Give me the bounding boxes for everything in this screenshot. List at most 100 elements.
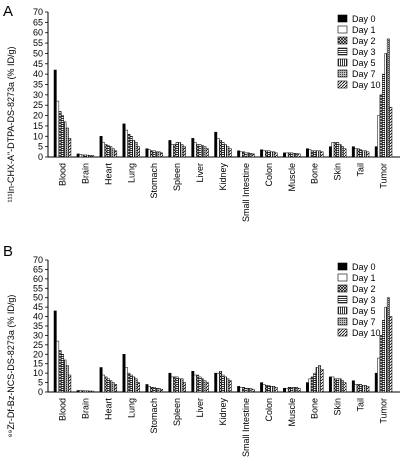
bar-bone-day-1 (308, 149, 312, 158)
bar-lung-day-3 (129, 136, 133, 158)
bar-small-intestine-day-2 (242, 387, 245, 393)
category-label: Tumor (379, 398, 389, 424)
bar-skin-day-5 (338, 378, 342, 393)
category-label: Heart (103, 163, 113, 186)
bar-liver-day-0 (191, 371, 195, 393)
bar-heart-day-2 (104, 376, 108, 393)
y-tick-label: 70 (33, 255, 43, 265)
bar-spleen-day-0 (168, 372, 172, 393)
legend-swatch (337, 47, 348, 56)
legend-label: Day 3 (352, 295, 376, 305)
y-tick-label: 50 (33, 48, 43, 58)
y-tick-label: 30 (33, 90, 43, 100)
bar-brain-day-1 (79, 390, 83, 393)
category-label: Muscle (287, 163, 297, 192)
category-label: Heart (103, 398, 113, 421)
y-tick-label: 20 (33, 349, 43, 359)
bar-tail-day-7 (363, 150, 367, 158)
bar-blood-day-2 (58, 111, 62, 158)
bar-brain-day-3 (83, 154, 87, 158)
legend-swatch (337, 25, 348, 34)
legend-label: Day 2 (352, 36, 376, 46)
bar-blood-day-7 (65, 127, 69, 158)
bar-tail-day-3 (359, 384, 363, 393)
category-label: Stomach (149, 163, 159, 199)
bar-tail-day-5 (361, 150, 365, 158)
bar-bone-day-7 (318, 150, 322, 158)
bar-stomach-day-10 (159, 388, 163, 393)
bar-lung-day-5 (132, 140, 136, 158)
y-tick-label: 70 (33, 7, 43, 17)
category-label: Bone (310, 163, 320, 184)
bar-bone-day-0 (306, 382, 309, 393)
category-label: Blood (57, 398, 67, 421)
y-axis-title: ⁸⁹Zr-Df-Bz-NCS-DS-8273a (% ID/g) (6, 295, 16, 438)
bar-tail-day-1 (354, 148, 358, 158)
category-label: Small Intestine (241, 398, 251, 457)
y-tick-label: 5 (38, 142, 43, 152)
bar-spleen-day-2 (173, 376, 177, 393)
y-tick-label: 5 (38, 378, 43, 388)
category-label: Liver (195, 163, 205, 183)
bar-muscle-day-7 (295, 153, 299, 158)
y-tick-label: 60 (33, 28, 43, 38)
bar-kidney-day-0 (214, 372, 218, 393)
bar-skin-day-2 (333, 142, 337, 158)
bar-muscle-day-0 (283, 387, 287, 393)
bar-tumor-day-1 (377, 115, 381, 158)
y-axis-title: ¹¹¹In-CHX-A"-DTPA-DS-8273a (% ID/g) (6, 46, 16, 202)
bar-lung-day-5 (132, 376, 136, 393)
bar-lung-day-2 (127, 372, 131, 393)
bar-blood-day-3 (61, 115, 64, 158)
bar-heart-day-0 (99, 136, 103, 158)
bar-heart-day-5 (109, 380, 113, 393)
bar-tumor-day-0 (374, 372, 378, 393)
bar-stomach-day-7 (157, 151, 161, 158)
bar-heart-day-3 (106, 378, 110, 393)
bar-blood-day-10 (68, 138, 72, 158)
bar-spleen-day-1 (170, 376, 174, 393)
bar-brain-day-7 (88, 155, 92, 158)
bar-brain-day-3 (83, 390, 87, 393)
bar-kidney-day-0 (214, 131, 218, 158)
bar-spleen-day-7 (180, 144, 184, 158)
bar-kidney-day-5 (223, 376, 227, 393)
bar-lung-day-10 (137, 146, 140, 158)
bar-lung-day-1 (124, 367, 128, 393)
bar-bone-day-10 (320, 151, 324, 158)
bar-muscle-day-1 (285, 152, 289, 158)
bar-blood-day-5 (63, 121, 67, 158)
bar-kidney-day-3 (221, 374, 225, 393)
legend-swatch (337, 69, 348, 78)
bar-lung-day-10 (137, 382, 140, 393)
bar-brain-day-2 (81, 390, 85, 393)
bar-brain-day-0 (76, 153, 80, 158)
bar-tumor-day-7 (386, 38, 390, 158)
category-label: Kidney (218, 163, 228, 191)
bar-brain-day-10 (91, 155, 95, 158)
bar-blood-day-0 (53, 69, 57, 158)
y-tick-label: 35 (33, 321, 43, 331)
bar-small-intestine-day-10 (251, 153, 255, 158)
legend-swatch (337, 80, 348, 89)
legend-swatch (337, 295, 348, 304)
bar-bone-day-5 (315, 150, 319, 158)
bar-heart-day-0 (99, 367, 103, 393)
bar-small-intestine-day-5 (246, 387, 250, 393)
bar-muscle-day-2 (287, 152, 291, 158)
legend-label: Day 0 (352, 14, 376, 24)
legend-swatch (337, 14, 348, 23)
bar-heart-day-3 (106, 145, 110, 158)
bar-tumor-day-1 (377, 357, 381, 393)
category-label: Liver (195, 398, 205, 418)
bar-kidney-day-1 (216, 138, 220, 158)
bar-brain-day-2 (81, 154, 85, 158)
y-tick-label: 40 (33, 69, 43, 79)
legend-swatch (337, 317, 348, 326)
legend-label: Day 0 (352, 262, 376, 272)
y-tick-label: 15 (33, 121, 43, 131)
bar-small-intestine-day-0 (237, 386, 241, 393)
y-tick-label: 25 (33, 340, 43, 350)
bar-kidney-day-1 (216, 372, 220, 393)
bar-small-intestine-day-7 (249, 388, 253, 393)
